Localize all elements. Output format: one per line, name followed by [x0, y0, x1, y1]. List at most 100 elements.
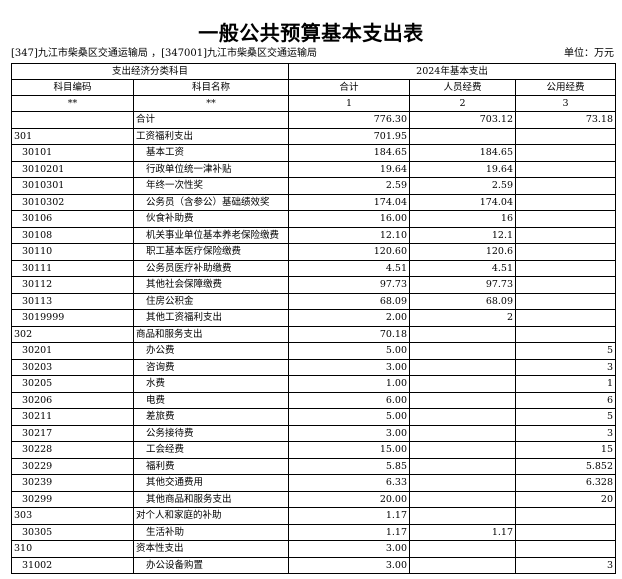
- row-public: 5.852: [515, 457, 617, 475]
- header-name: 科目名称: [132, 79, 290, 96]
- row-name: 其他工资福利支出: [132, 309, 290, 327]
- row-code: 30206: [11, 391, 134, 409]
- table-row: 30112 其他社会保障缴费 97.73 97.73: [11, 276, 617, 294]
- row-code: 3010301: [11, 177, 134, 195]
- row-code: 30111: [11, 259, 134, 277]
- row-code: 30228: [11, 441, 134, 459]
- row-personnel: [409, 556, 517, 574]
- row-code: 303: [11, 507, 134, 525]
- header-total: 合计: [288, 79, 411, 96]
- row-name: 年终一次性奖: [132, 177, 290, 195]
- row-public: [515, 243, 617, 261]
- row-public: [515, 309, 617, 327]
- row-code: 310: [11, 540, 134, 558]
- table-row: 302 商品和服务支出 70.18: [11, 325, 617, 343]
- row-total: 5.00: [288, 408, 411, 426]
- row-code: 3010302: [11, 193, 134, 211]
- row-code: 3010201: [11, 160, 134, 178]
- row-public: 3: [515, 556, 617, 574]
- row-personnel: [409, 441, 517, 459]
- row-personnel: [409, 540, 517, 558]
- unit-info: [347]九江市柴桑区交通运输局 ，[347001]九江市柴桑区交通运输局: [11, 48, 318, 59]
- row-personnel: 19.64: [409, 160, 517, 178]
- row-code: 3019999: [11, 309, 134, 327]
- row-public: [515, 523, 617, 541]
- row-public: 15: [515, 441, 617, 459]
- header-personnel: 人员经费: [409, 79, 517, 96]
- row-personnel: 120.6: [409, 243, 517, 261]
- row-total: 184.65: [288, 144, 411, 162]
- row-name: 差旅费: [132, 408, 290, 426]
- row-personnel: 68.09: [409, 292, 517, 310]
- row-code: 30113: [11, 292, 134, 310]
- index-personnel: 2: [409, 95, 517, 112]
- row-total: 20.00: [288, 490, 411, 508]
- row-total: 174.04: [288, 193, 411, 211]
- row-personnel: [409, 325, 517, 343]
- row-name: 公务员（含参公）基础绩效奖: [132, 193, 290, 211]
- row-personnel: 1.17: [409, 523, 517, 541]
- row-public: 3: [515, 358, 617, 376]
- row-total: 3.00: [288, 424, 411, 442]
- row-code: 30239: [11, 474, 134, 492]
- row-total: 1.00: [288, 375, 411, 393]
- row-name: 对个人和家庭的补助: [132, 507, 290, 525]
- row-personnel: 2: [409, 309, 517, 327]
- row-name: 其他社会保障缴费: [132, 276, 290, 294]
- row-public: [515, 507, 617, 525]
- table-row: 30211 差旅费 5.00 5: [11, 408, 617, 426]
- row-total: 19.64: [288, 160, 411, 178]
- row-name: 机关事业单位基本养老保险缴费: [132, 226, 290, 244]
- row-personnel: [409, 490, 517, 508]
- row-total: 1.17: [288, 523, 411, 541]
- index-total: 1: [288, 95, 411, 112]
- row-personnel: [409, 474, 517, 492]
- row-name: 行政单位统一津补贴: [132, 160, 290, 178]
- row-personnel: [409, 127, 517, 145]
- row-public: [515, 540, 617, 558]
- row-name: 商品和服务支出: [132, 325, 290, 343]
- row-public: [515, 325, 617, 343]
- page-title: 一般公共预算基本支出表: [198, 21, 424, 45]
- table-row: 30110 职工基本医疗保险缴费 120.60 120.6: [11, 243, 617, 261]
- table-row: 30101 基本工资 184.65 184.65: [11, 144, 617, 162]
- row-name: 水费: [132, 375, 290, 393]
- row-code: 30203: [11, 358, 134, 376]
- row-total: 68.09: [288, 292, 411, 310]
- row-name: 资本性支出: [132, 540, 290, 558]
- table-row: 30206 电费 6.00 6: [11, 391, 617, 409]
- row-personnel: [409, 391, 517, 409]
- row-code: 30108: [11, 226, 134, 244]
- row-code: [11, 111, 134, 129]
- row-code: 302: [11, 325, 134, 343]
- header-row: 科目编码 科目名称 合计 人员经费 公用经费: [11, 79, 617, 96]
- row-name: 其他交通费用: [132, 474, 290, 492]
- row-total: 701.95: [288, 127, 411, 145]
- row-personnel: [409, 457, 517, 475]
- row-personnel: 16: [409, 210, 517, 228]
- row-name: 基本工资: [132, 144, 290, 162]
- row-public: [515, 177, 617, 195]
- row-name: 公务员医疗补助缴费: [132, 259, 290, 277]
- row-code: 30201: [11, 342, 134, 360]
- row-personnel: 174.04: [409, 193, 517, 211]
- row-name: 工资福利支出: [132, 127, 290, 145]
- table-row: 30229 福利费 5.85 5.852: [11, 457, 617, 475]
- table-row: 30228 工会经费 15.00 15: [11, 441, 617, 459]
- row-personnel: [409, 507, 517, 525]
- row-code: 30205: [11, 375, 134, 393]
- row-name: 办公费: [132, 342, 290, 360]
- header-code: 科目编码: [11, 79, 134, 96]
- row-code: 30211: [11, 408, 134, 426]
- row-public: 1: [515, 375, 617, 393]
- row-personnel: 4.51: [409, 259, 517, 277]
- header-public: 公用经费: [515, 79, 617, 96]
- table-row: 30239 其他交通费用 6.33 6.328: [11, 474, 617, 492]
- row-total: 120.60: [288, 243, 411, 261]
- header-group-row: 支出经济分类科目 2024年基本支出: [10, 63, 617, 80]
- row-name: 伙食补助费: [132, 210, 290, 228]
- row-total: 6.33: [288, 474, 411, 492]
- row-personnel: [409, 375, 517, 393]
- index-public: 3: [515, 95, 617, 112]
- table-row: 3010302 公务员（含参公）基础绩效奖 174.04 174.04: [11, 193, 617, 211]
